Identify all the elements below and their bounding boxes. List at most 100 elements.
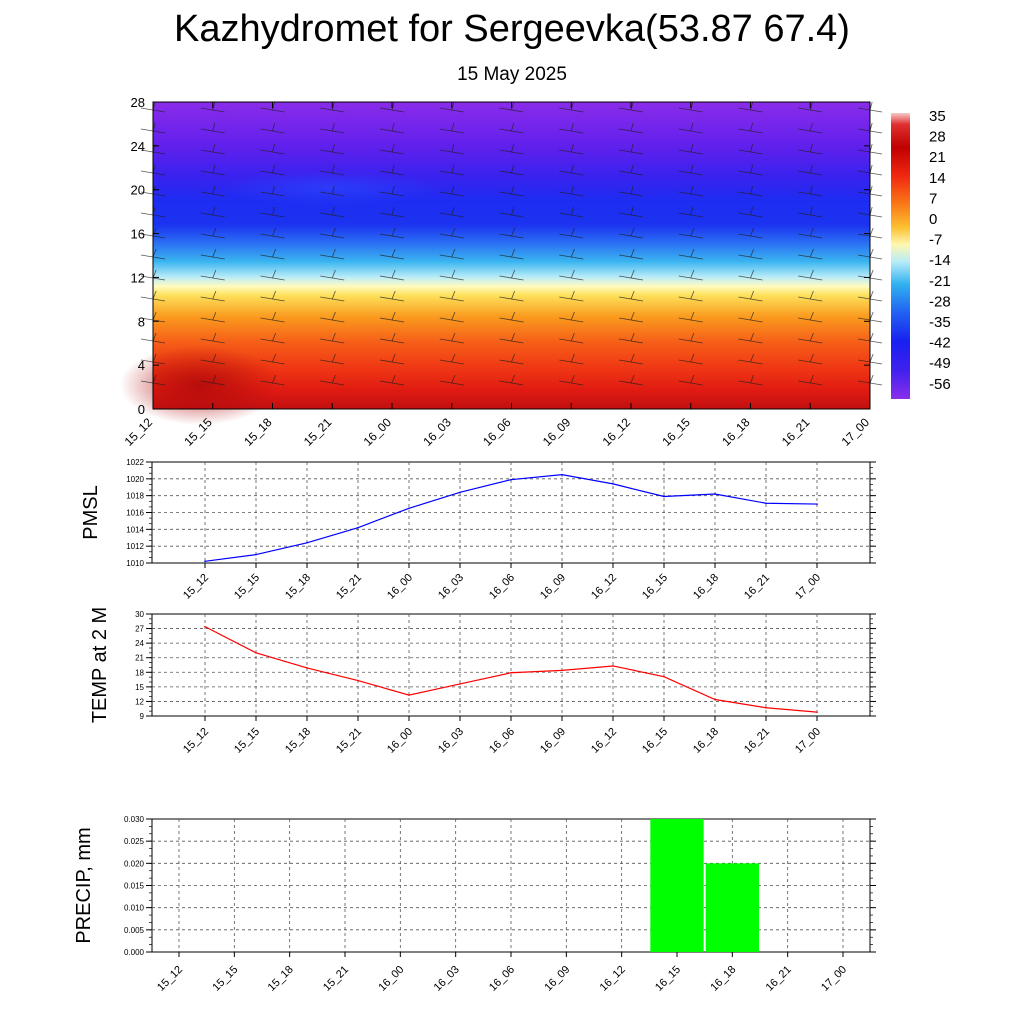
wind-barb bbox=[630, 290, 635, 300]
wind-barb-flag bbox=[618, 380, 644, 386]
heatmap-x-tick-label: 16_21 bbox=[779, 415, 813, 449]
y-tick-label: 12 bbox=[135, 697, 144, 706]
wind-barb bbox=[511, 164, 515, 174]
wind-barb bbox=[331, 269, 336, 279]
heatmap-y-tick-label: 4 bbox=[138, 358, 145, 373]
heatmap-x-tick-label: 15_21 bbox=[301, 415, 335, 449]
wind-barb-flag bbox=[320, 212, 345, 218]
wind-barb-flag bbox=[260, 254, 285, 260]
wind-barb bbox=[391, 248, 396, 258]
wind-barb-flag bbox=[200, 317, 225, 323]
wind-barb bbox=[212, 353, 217, 363]
series-point bbox=[816, 503, 818, 505]
wind-barb-flag bbox=[439, 254, 464, 260]
wind-barb-flag bbox=[439, 191, 464, 197]
wind-barb bbox=[570, 122, 574, 132]
wind-barb-flag bbox=[260, 338, 285, 344]
wind-barb-flag bbox=[260, 317, 285, 323]
series-point bbox=[612, 665, 614, 667]
wind-barb-flag bbox=[738, 107, 763, 113]
wind-barb-flag bbox=[320, 107, 345, 113]
wind-barb-flag bbox=[678, 233, 703, 239]
wind-barb-flag bbox=[798, 233, 823, 239]
wind-barb-flag bbox=[379, 359, 405, 365]
wind-barb-flag bbox=[499, 275, 524, 281]
wind-barb bbox=[331, 311, 336, 321]
wind-barb-flag bbox=[260, 233, 285, 239]
wind-barb bbox=[272, 143, 276, 153]
x-tick-label: 16_03 bbox=[436, 726, 466, 756]
series-point bbox=[714, 493, 716, 495]
x-tick-label: 15_21 bbox=[334, 572, 364, 602]
wind-barb bbox=[570, 269, 575, 279]
wind-barb-flag bbox=[379, 233, 405, 239]
wind-barb bbox=[570, 185, 574, 195]
wind-barb-flag bbox=[499, 317, 524, 323]
series-point bbox=[357, 526, 359, 529]
colorbar-label: 7 bbox=[929, 190, 937, 207]
wind-barb bbox=[152, 290, 157, 300]
x-tick-label: 16_00 bbox=[376, 964, 406, 994]
wind-barb-flag bbox=[320, 317, 345, 323]
wind-barb-flag bbox=[618, 359, 644, 365]
y-axis-label: PRECIP, mm bbox=[73, 827, 95, 943]
wind-barb-flag bbox=[260, 359, 285, 365]
wind-barb bbox=[809, 332, 814, 342]
x-tick-label: 15_15 bbox=[232, 572, 262, 602]
wind-barb bbox=[331, 185, 335, 195]
x-tick-label: 15_12 bbox=[181, 572, 211, 602]
wind-barb-flag bbox=[559, 254, 584, 260]
wind-barb bbox=[451, 227, 456, 237]
heatmap-y-tick-label: 8 bbox=[138, 314, 145, 329]
wind-barb bbox=[630, 143, 634, 153]
wind-barb bbox=[809, 269, 814, 279]
wind-barb bbox=[511, 353, 516, 363]
heatmap-x-tick-label: 15_12 bbox=[122, 415, 156, 449]
wind-barb-flag bbox=[439, 107, 464, 113]
wind-barb bbox=[869, 227, 874, 237]
wind-barb-flag bbox=[738, 191, 763, 197]
heatmap-x-tick-label: 16_18 bbox=[719, 415, 753, 449]
wind-barb bbox=[331, 332, 336, 342]
wind-barb bbox=[690, 332, 695, 342]
wind-barb bbox=[809, 248, 814, 258]
series-point bbox=[408, 507, 410, 510]
wind-barb-flag bbox=[200, 233, 225, 239]
x-tick-label: 16_09 bbox=[542, 964, 572, 994]
precip-bar bbox=[650, 819, 704, 952]
wind-barb bbox=[451, 185, 455, 195]
wind-barb bbox=[630, 122, 634, 132]
series-point bbox=[357, 679, 359, 682]
x-tick-label: 15_12 bbox=[181, 726, 211, 756]
wind-barb bbox=[272, 248, 277, 258]
x-tick-label: 15_21 bbox=[321, 964, 351, 994]
wind-barb bbox=[272, 332, 277, 342]
x-tick-label: 16_15 bbox=[640, 572, 670, 602]
series-point bbox=[510, 478, 512, 481]
x-tick-label: 16_18 bbox=[691, 726, 721, 756]
y-axis-label: PMSL bbox=[80, 485, 102, 539]
wind-barb-flag bbox=[379, 380, 405, 386]
wind-barb-flag bbox=[260, 275, 285, 281]
wind-barb-flag bbox=[559, 359, 584, 365]
series-point bbox=[459, 491, 461, 494]
wind-barb bbox=[750, 164, 754, 174]
wind-barb-flag bbox=[499, 254, 524, 260]
wind-barb-flag bbox=[320, 149, 345, 155]
heatmap-x-tick-label: 16_09 bbox=[540, 415, 574, 449]
wind-barb bbox=[152, 332, 157, 342]
heatmap-x-tick-label: 16_12 bbox=[600, 415, 634, 449]
colorbar-label: 14 bbox=[929, 170, 946, 187]
wind-barb bbox=[391, 290, 396, 300]
x-tick-label: 16_21 bbox=[742, 572, 772, 602]
wind-barb bbox=[511, 101, 515, 111]
x-tick-label: 15_21 bbox=[334, 726, 364, 756]
wind-barb bbox=[750, 311, 755, 321]
wind-barb bbox=[570, 101, 574, 111]
wind-barb bbox=[391, 185, 395, 195]
wind-barb-flag bbox=[678, 380, 703, 386]
x-tick-label: 16_00 bbox=[385, 572, 415, 602]
heatmap-warm-core bbox=[120, 345, 280, 425]
y-tick-label: 0.030 bbox=[124, 815, 145, 824]
